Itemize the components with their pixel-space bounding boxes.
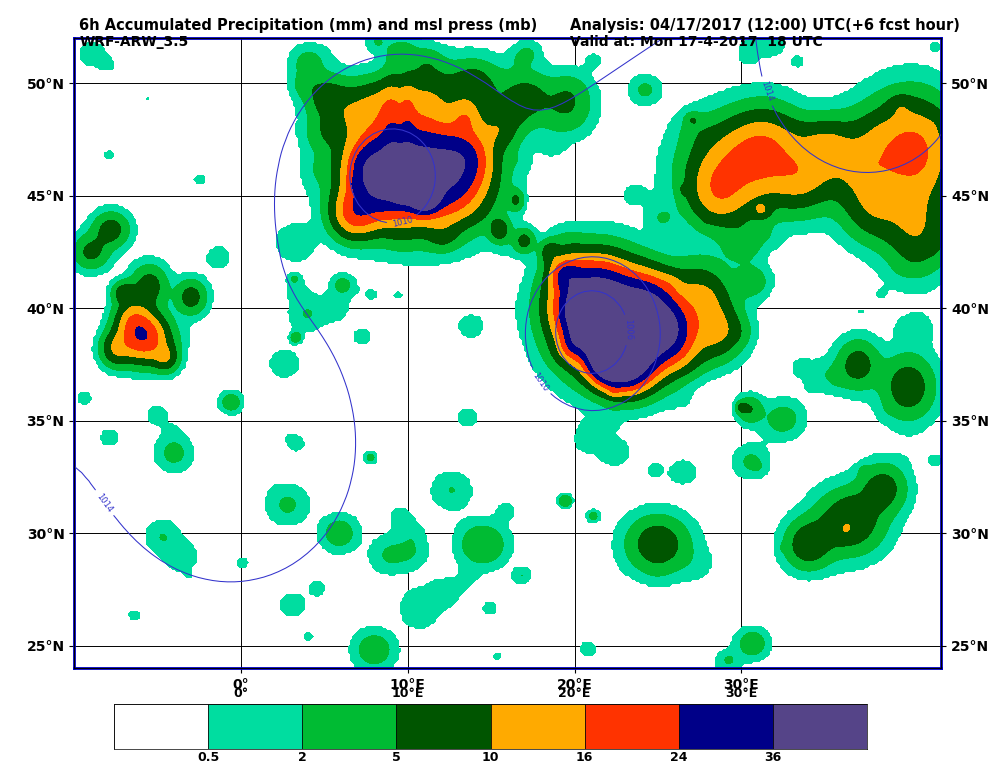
Text: 1014: 1014 bbox=[759, 80, 774, 103]
Bar bbox=[302, 704, 396, 749]
Text: 30°E: 30°E bbox=[725, 687, 757, 700]
Text: 0°: 0° bbox=[234, 687, 249, 700]
Text: 10°E: 10°E bbox=[391, 687, 424, 700]
Bar bbox=[114, 704, 208, 749]
Bar bbox=[585, 704, 679, 749]
Text: 0.5: 0.5 bbox=[197, 751, 219, 764]
Text: 6h Accumulated Precipitation (mm) and msl press (mb): 6h Accumulated Precipitation (mm) and ms… bbox=[79, 18, 537, 33]
Text: 2: 2 bbox=[298, 751, 306, 764]
Text: 24: 24 bbox=[670, 751, 688, 764]
Text: 1010: 1010 bbox=[530, 371, 550, 393]
Text: 36: 36 bbox=[764, 751, 782, 764]
Bar bbox=[396, 704, 491, 749]
Text: Analysis: 04/17/2017 (12:00) UTC(+6 fcst hour): Analysis: 04/17/2017 (12:00) UTC(+6 fcst… bbox=[570, 18, 959, 33]
Text: 5: 5 bbox=[392, 751, 400, 764]
Text: Valid at: Mon 17-4-2017  18 UTC: Valid at: Mon 17-4-2017 18 UTC bbox=[570, 35, 823, 48]
Bar bbox=[773, 704, 867, 749]
Text: 20°E: 20°E bbox=[558, 687, 591, 700]
Text: WRF-ARW_3.5: WRF-ARW_3.5 bbox=[79, 35, 188, 48]
Text: 10: 10 bbox=[482, 751, 499, 764]
Text: 16: 16 bbox=[576, 751, 594, 764]
Text: 1006: 1006 bbox=[623, 319, 633, 340]
Bar bbox=[208, 704, 302, 749]
Bar bbox=[679, 704, 773, 749]
Text: 1014: 1014 bbox=[95, 492, 114, 514]
Text: 1010: 1010 bbox=[390, 215, 413, 229]
Bar bbox=[491, 704, 585, 749]
